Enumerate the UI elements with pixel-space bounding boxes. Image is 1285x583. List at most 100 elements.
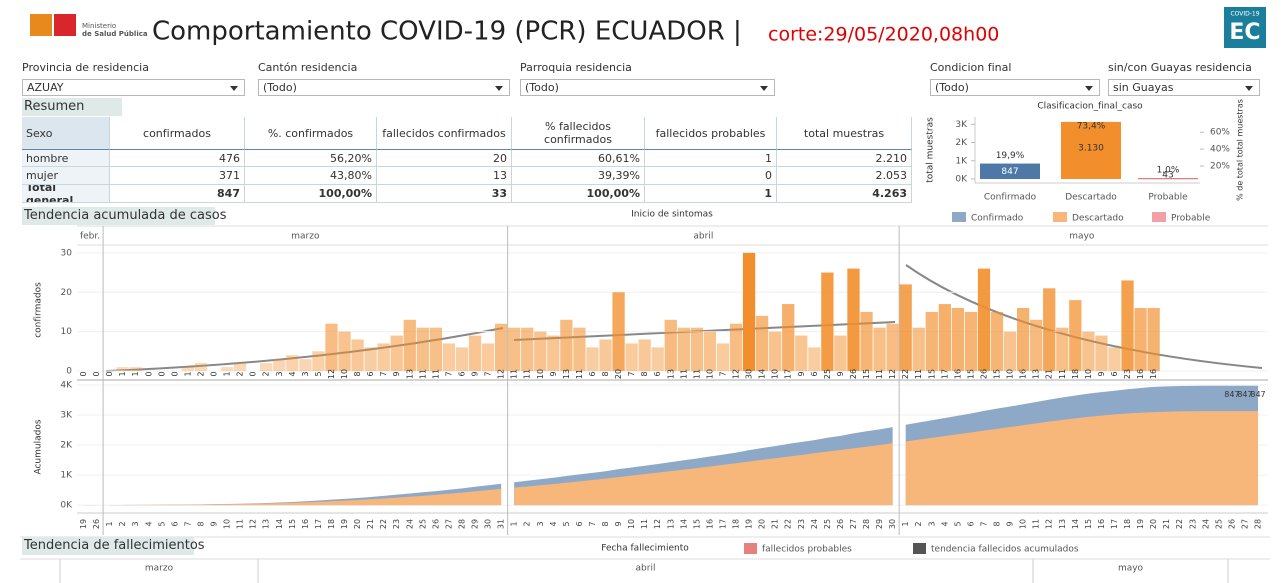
- bar: [1043, 288, 1056, 371]
- bar: [964, 311, 978, 371]
- x-tick-label: 22: [784, 519, 793, 529]
- bar-value-label: 13: [666, 369, 675, 379]
- bar-value-label: 10: [1084, 369, 1093, 379]
- bar-value-label: 6: [810, 371, 819, 376]
- bar: [521, 327, 534, 371]
- bar: [233, 363, 247, 371]
- x-tick-label: 9: [614, 521, 623, 526]
- bar: [664, 319, 677, 371]
- bar-value-label: 8: [353, 371, 362, 376]
- chart-title: Clasificacion_final_caso: [1037, 102, 1143, 112]
- bar-value-label: 11: [418, 369, 427, 379]
- bar-value-label: 15: [966, 369, 975, 379]
- table-cell: 20: [377, 150, 512, 167]
- x-tick-label: 22: [1175, 519, 1184, 529]
- bar: [977, 268, 991, 371]
- month-label: mayo: [1118, 564, 1144, 574]
- bar: [403, 319, 416, 371]
- bar-value-label: 5: [314, 371, 323, 376]
- bar-value-label: 17: [940, 369, 949, 379]
- bar: [442, 343, 456, 371]
- bar-value-label: 16: [953, 369, 962, 379]
- bar-value-label: 3: [301, 371, 310, 376]
- bar: [508, 327, 521, 371]
- bar: [1082, 331, 1095, 371]
- table-cell: 100,00%: [512, 185, 645, 203]
- bar: [260, 363, 273, 371]
- x-tick-label: 4: [549, 521, 558, 526]
- bar: [782, 304, 795, 371]
- table-cell: 4.263: [777, 185, 912, 203]
- table-header: fallecidos confirmados: [377, 117, 512, 150]
- bar-value-label: 13: [562, 369, 571, 379]
- bar: [742, 252, 756, 371]
- bar-value-label: 6: [588, 371, 597, 376]
- y2-tick-label: 0K: [60, 501, 73, 511]
- x-tick-label: 23: [392, 519, 401, 529]
- x-tick-label: 14: [1071, 519, 1080, 529]
- bar-value-label: 16: [1019, 369, 1028, 379]
- area-value-label: 847: [1237, 390, 1252, 399]
- legend-label: tendencia fallecidos acumulados: [931, 545, 1079, 555]
- x-tick-label: 28: [1254, 519, 1263, 529]
- bar-value-label: 0: [144, 371, 153, 376]
- x-tick-label: 3: [536, 521, 545, 526]
- x-tick-label: 3: [927, 521, 936, 526]
- filter-dropdown[interactable]: AZUAY: [22, 79, 245, 96]
- bar: [338, 331, 351, 371]
- bar-value-label: 2: [196, 371, 205, 376]
- area-descartados: [109, 488, 502, 506]
- bar: [860, 311, 873, 371]
- x-tick-label: 16: [705, 519, 714, 529]
- x-tick-label: 17: [314, 519, 323, 529]
- x-tick-label: 13: [1058, 519, 1067, 529]
- bar: [429, 327, 443, 371]
- legend-swatch: [744, 543, 757, 554]
- bar: [1030, 319, 1043, 371]
- x-tick-label: 4: [940, 521, 949, 526]
- x-tick-label: 2: [914, 521, 923, 526]
- bar: [938, 304, 951, 371]
- y2-tick-label: 1K: [60, 471, 73, 481]
- filter-dropdown[interactable]: sin Guayas: [1108, 79, 1260, 96]
- area-descartados: [905, 411, 1259, 506]
- bar-value-label: 4: [288, 371, 297, 376]
- bar-value-label: 15: [862, 369, 871, 379]
- bar: [312, 351, 325, 371]
- x-tick-label: Confirmado: [984, 193, 1037, 203]
- trend-curve: [105, 327, 504, 372]
- x-tick-label: 27: [444, 519, 453, 529]
- filter-dropdown[interactable]: (Todo): [258, 79, 510, 96]
- table-cell: 56,20%: [245, 150, 377, 167]
- bar-value-label: 0: [79, 371, 88, 376]
- bar-value-label: 0: [170, 371, 179, 376]
- x-axis-label: Fecha fallecimiento: [601, 544, 689, 554]
- table-cell: 60,61%: [512, 150, 645, 167]
- filter-dropdown[interactable]: (Todo): [520, 79, 775, 96]
- bar-value-label: 14: [758, 369, 767, 379]
- bar: [586, 347, 599, 371]
- legend-label: fallecidos probables: [762, 545, 852, 555]
- bar: [677, 327, 690, 371]
- x-tick-label: 27: [1240, 519, 1249, 529]
- x-tick-label: 10: [627, 519, 636, 529]
- logo-block: [30, 14, 52, 36]
- bar: [873, 327, 886, 371]
- y2-tick-label: 60%: [1210, 128, 1230, 138]
- y2-tick-label: 4K: [60, 381, 73, 391]
- area-layer: [83, 385, 1259, 506]
- bar-value-label: 11: [1058, 369, 1067, 379]
- x-tick-label: 18: [327, 519, 336, 529]
- bar: [755, 315, 769, 371]
- bar-value-label: 12: [732, 369, 741, 379]
- table-cell: 43,80%: [245, 167, 377, 185]
- table-cell: hombre: [22, 150, 110, 167]
- x-tick-label: 12: [249, 519, 258, 529]
- x-tick-label: 29: [875, 519, 884, 529]
- filter-dropdown[interactable]: (Todo): [930, 79, 1100, 96]
- y-tick-label: 10: [61, 327, 73, 337]
- bar: [729, 323, 743, 371]
- x-tick-label: 7: [183, 521, 192, 526]
- table-cell: 847: [110, 185, 245, 203]
- x-tick-label: 21: [1162, 519, 1171, 529]
